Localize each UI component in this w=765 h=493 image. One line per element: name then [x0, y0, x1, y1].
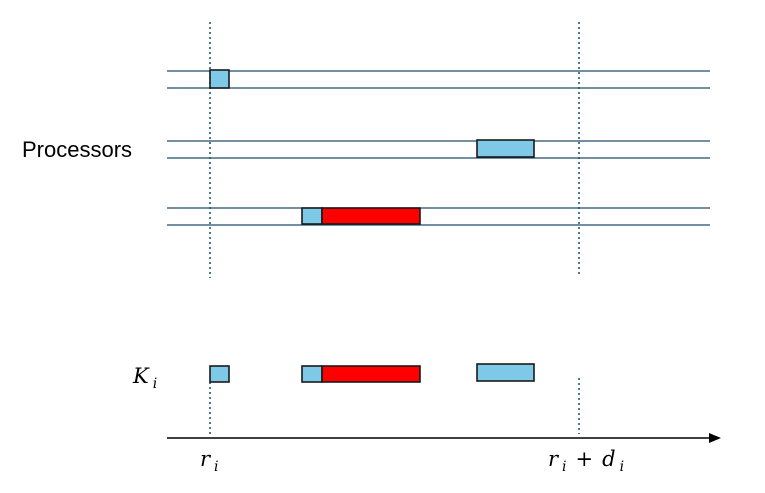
k-task-block-2-red	[321, 365, 421, 383]
processor-tasks	[209, 69, 535, 225]
deadline-base-2: d	[602, 447, 615, 471]
deadline-plus: +	[576, 447, 594, 471]
release-time-sub: i	[214, 459, 218, 475]
processors-label: Processors	[22, 137, 132, 162]
time-axis	[167, 433, 721, 443]
release-time-label: r i	[200, 447, 219, 475]
deadline-sub-2: i	[620, 459, 624, 475]
k-task-block-1	[209, 365, 230, 383]
release-time-base: r	[200, 447, 212, 471]
time-axis-arrowhead	[709, 433, 721, 443]
task-block-p2	[476, 139, 535, 158]
deadline-sub-1: i	[562, 459, 566, 475]
k-label-sub: i	[153, 376, 157, 392]
deadline-label: r i + d i	[548, 447, 624, 475]
k-task-block-2-light	[301, 365, 323, 383]
task-block-p3-light	[301, 207, 323, 225]
k-label-base: K	[132, 364, 150, 388]
deadline-base-1: r	[548, 447, 560, 471]
k-row-tasks	[209, 363, 535, 383]
guide-lines	[209, 22, 580, 434]
k-label: K i	[132, 364, 157, 392]
k-task-block-3	[476, 363, 535, 382]
task-block-p3-red	[321, 207, 421, 225]
processor-lanes	[167, 70, 710, 226]
task-block-p1	[209, 69, 230, 89]
